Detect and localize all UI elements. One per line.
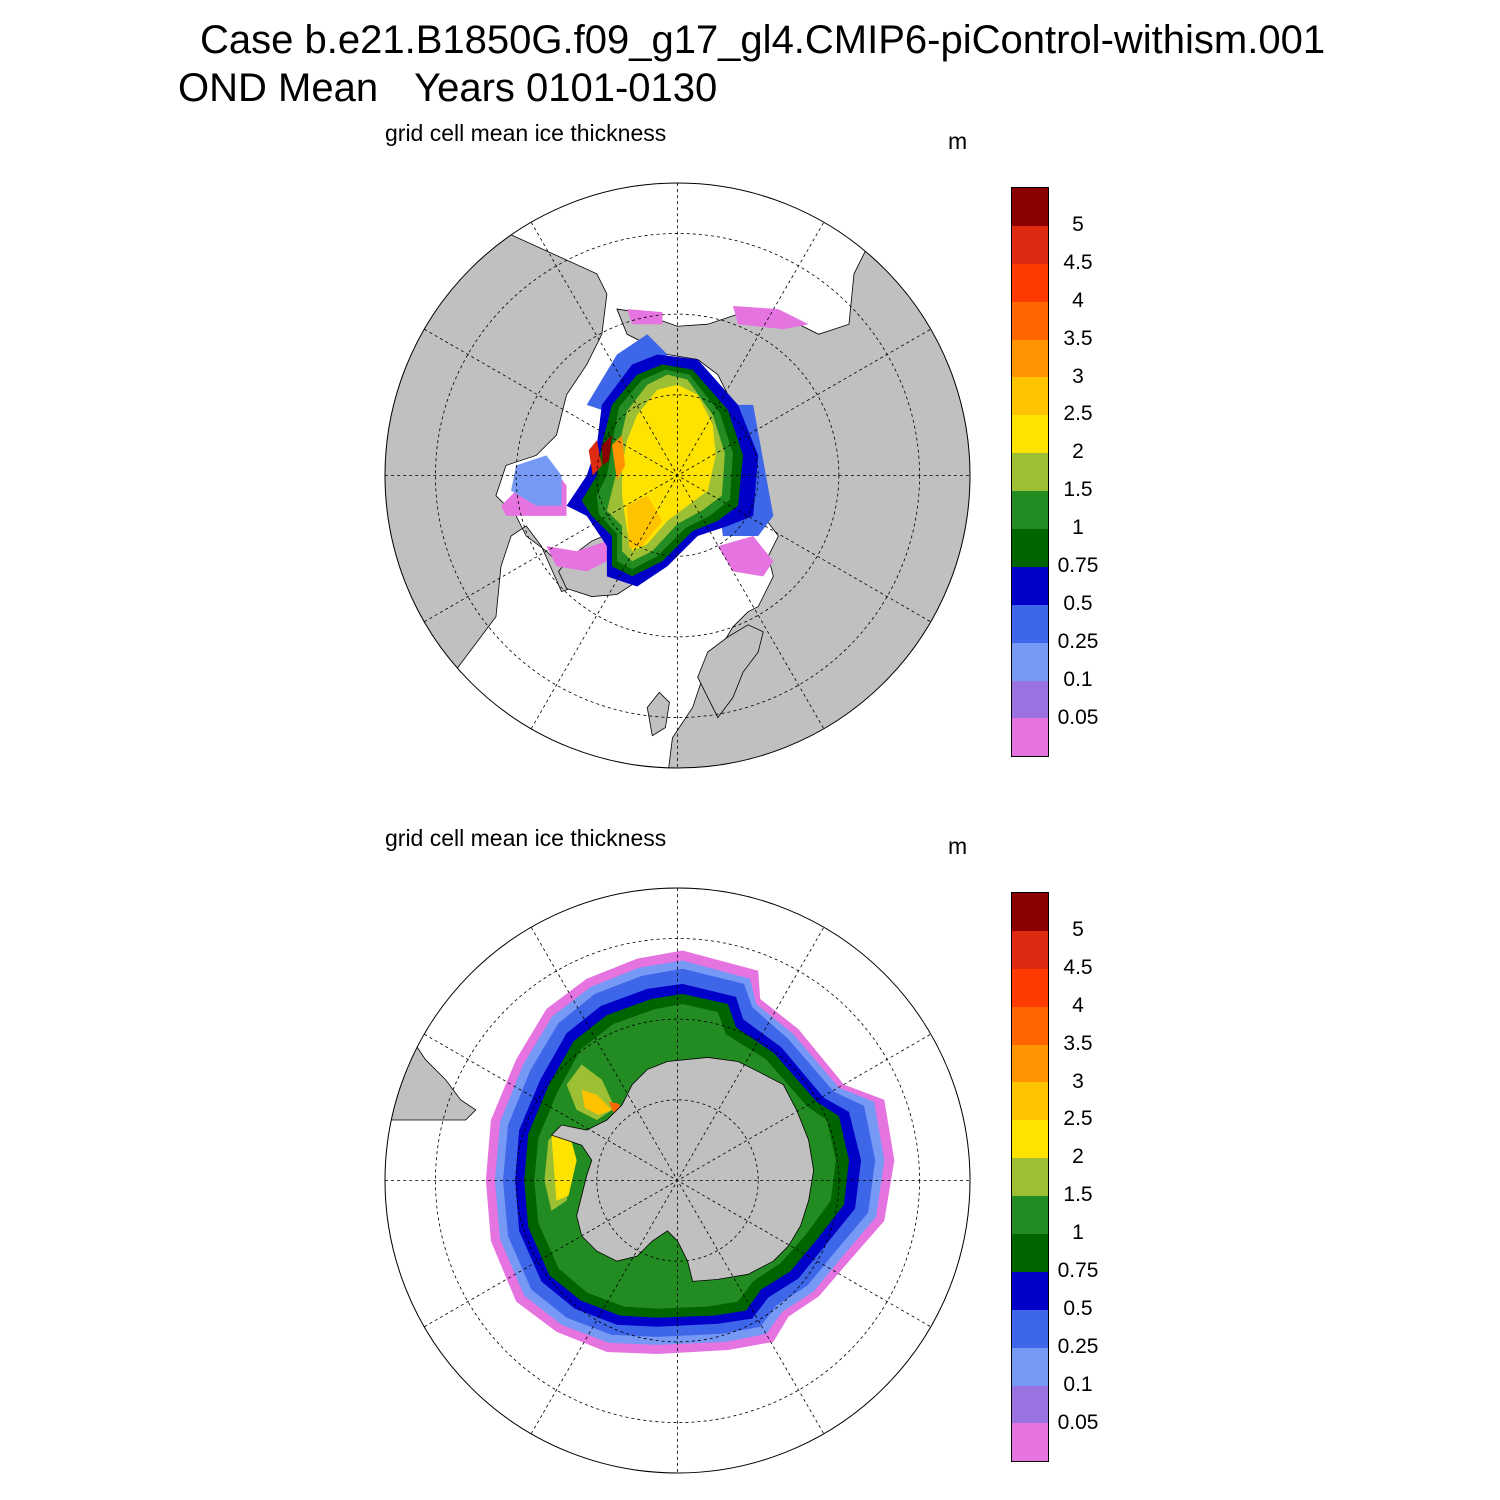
arctic-map	[384, 182, 971, 769]
plot-subtitle: OND Mean Years 0101-0130	[178, 66, 717, 111]
south-level-label: 4.5	[1063, 955, 1093, 979]
north-level-label: 0.1	[1063, 667, 1093, 691]
south-level-label: 2.5	[1063, 1107, 1093, 1131]
north-america-landmass	[385, 183, 608, 768]
south-swatch-13	[1012, 1385, 1048, 1424]
south-swatch-7	[1012, 1158, 1048, 1197]
north-level-label: 1.5	[1063, 478, 1093, 502]
north-unit-label: m	[948, 128, 968, 154]
south-swatch-5	[1012, 1082, 1048, 1121]
south-colorbar	[1011, 892, 1049, 1463]
south-level-label: 0.25	[1057, 1334, 1099, 1358]
north-swatch-13	[1012, 680, 1048, 719]
south-swatch-10	[1012, 1271, 1048, 1310]
south-swatch-1	[1012, 930, 1048, 969]
north-swatch-2	[1012, 263, 1048, 302]
south-level-label: 4	[1072, 993, 1084, 1017]
north-level-label: 2	[1072, 440, 1084, 464]
south-swatch-9	[1012, 1234, 1048, 1272]
north-swatch-4	[1012, 339, 1048, 378]
north-swatch-6	[1012, 415, 1048, 454]
south-unit-label: m	[948, 833, 968, 859]
south-level-label: 1.5	[1063, 1183, 1093, 1207]
north-level-label: 0.75	[1057, 554, 1099, 577]
north-swatch-8	[1012, 491, 1048, 530]
south-level-label: 5	[1072, 917, 1084, 941]
years-label: Years 0101-0130	[414, 66, 718, 110]
south-panel-title: grid cell mean ice thickness	[385, 825, 667, 851]
south-swatch-6	[1012, 1120, 1048, 1159]
antarctic-map	[384, 887, 971, 1474]
north-level-label: 4	[1072, 288, 1084, 312]
north-swatch-1	[1012, 225, 1048, 264]
south-level-label: 1	[1072, 1221, 1084, 1245]
north-swatch-10	[1012, 566, 1048, 605]
south-level-label: 2	[1072, 1145, 1084, 1169]
north-panel-title: grid cell mean ice thickness	[385, 120, 667, 146]
south-swatch-8	[1012, 1196, 1048, 1235]
south-level-label: 0.5	[1063, 1296, 1093, 1320]
south-swatch-3	[1012, 1006, 1048, 1045]
north-level-label: 3	[1072, 364, 1084, 388]
british-isles-landmass	[646, 691, 670, 737]
north-swatch-7	[1012, 453, 1048, 492]
north-swatch-3	[1012, 301, 1048, 340]
north-swatch-0	[1012, 188, 1048, 226]
north-swatch-9	[1012, 529, 1048, 567]
north-level-label: 5	[1072, 212, 1084, 236]
north-swatch-12	[1012, 642, 1048, 681]
south-swatch-12	[1012, 1347, 1048, 1386]
south-level-label: 0.05	[1057, 1410, 1099, 1434]
south-swatch-0	[1012, 893, 1048, 931]
season-label: OND Mean	[178, 66, 379, 110]
north-level-label: 1	[1072, 516, 1084, 540]
north-swatch-11	[1012, 604, 1048, 643]
south-level-label: 3.5	[1063, 1031, 1093, 1055]
south-swatch-14	[1012, 1423, 1048, 1462]
south-level-label: 0.1	[1063, 1372, 1093, 1396]
south-swatch-11	[1012, 1309, 1048, 1348]
north-swatch-5	[1012, 377, 1048, 416]
antarctica-landmass	[550, 1057, 815, 1282]
north-level-label: 0.05	[1057, 705, 1099, 729]
north-level-label: 2.5	[1063, 402, 1093, 426]
south-level-label: 3	[1072, 1069, 1084, 1093]
north-level-label: 0.25	[1057, 629, 1099, 653]
north-colorbar	[1011, 187, 1049, 758]
north-level-label: 3.5	[1063, 326, 1093, 350]
north-level-label: 4.5	[1063, 250, 1093, 274]
south-swatch-4	[1012, 1044, 1048, 1083]
south-swatch-2	[1012, 968, 1048, 1007]
south-level-label: 0.75	[1057, 1259, 1099, 1282]
scandinavia-landmass	[697, 624, 764, 719]
plot-title: Case b.e21.B1850G.f09_g17_gl4.CMIP6-piCo…	[200, 18, 1326, 62]
north-level-label: 0.5	[1063, 591, 1093, 615]
north-swatch-14	[1012, 718, 1048, 757]
